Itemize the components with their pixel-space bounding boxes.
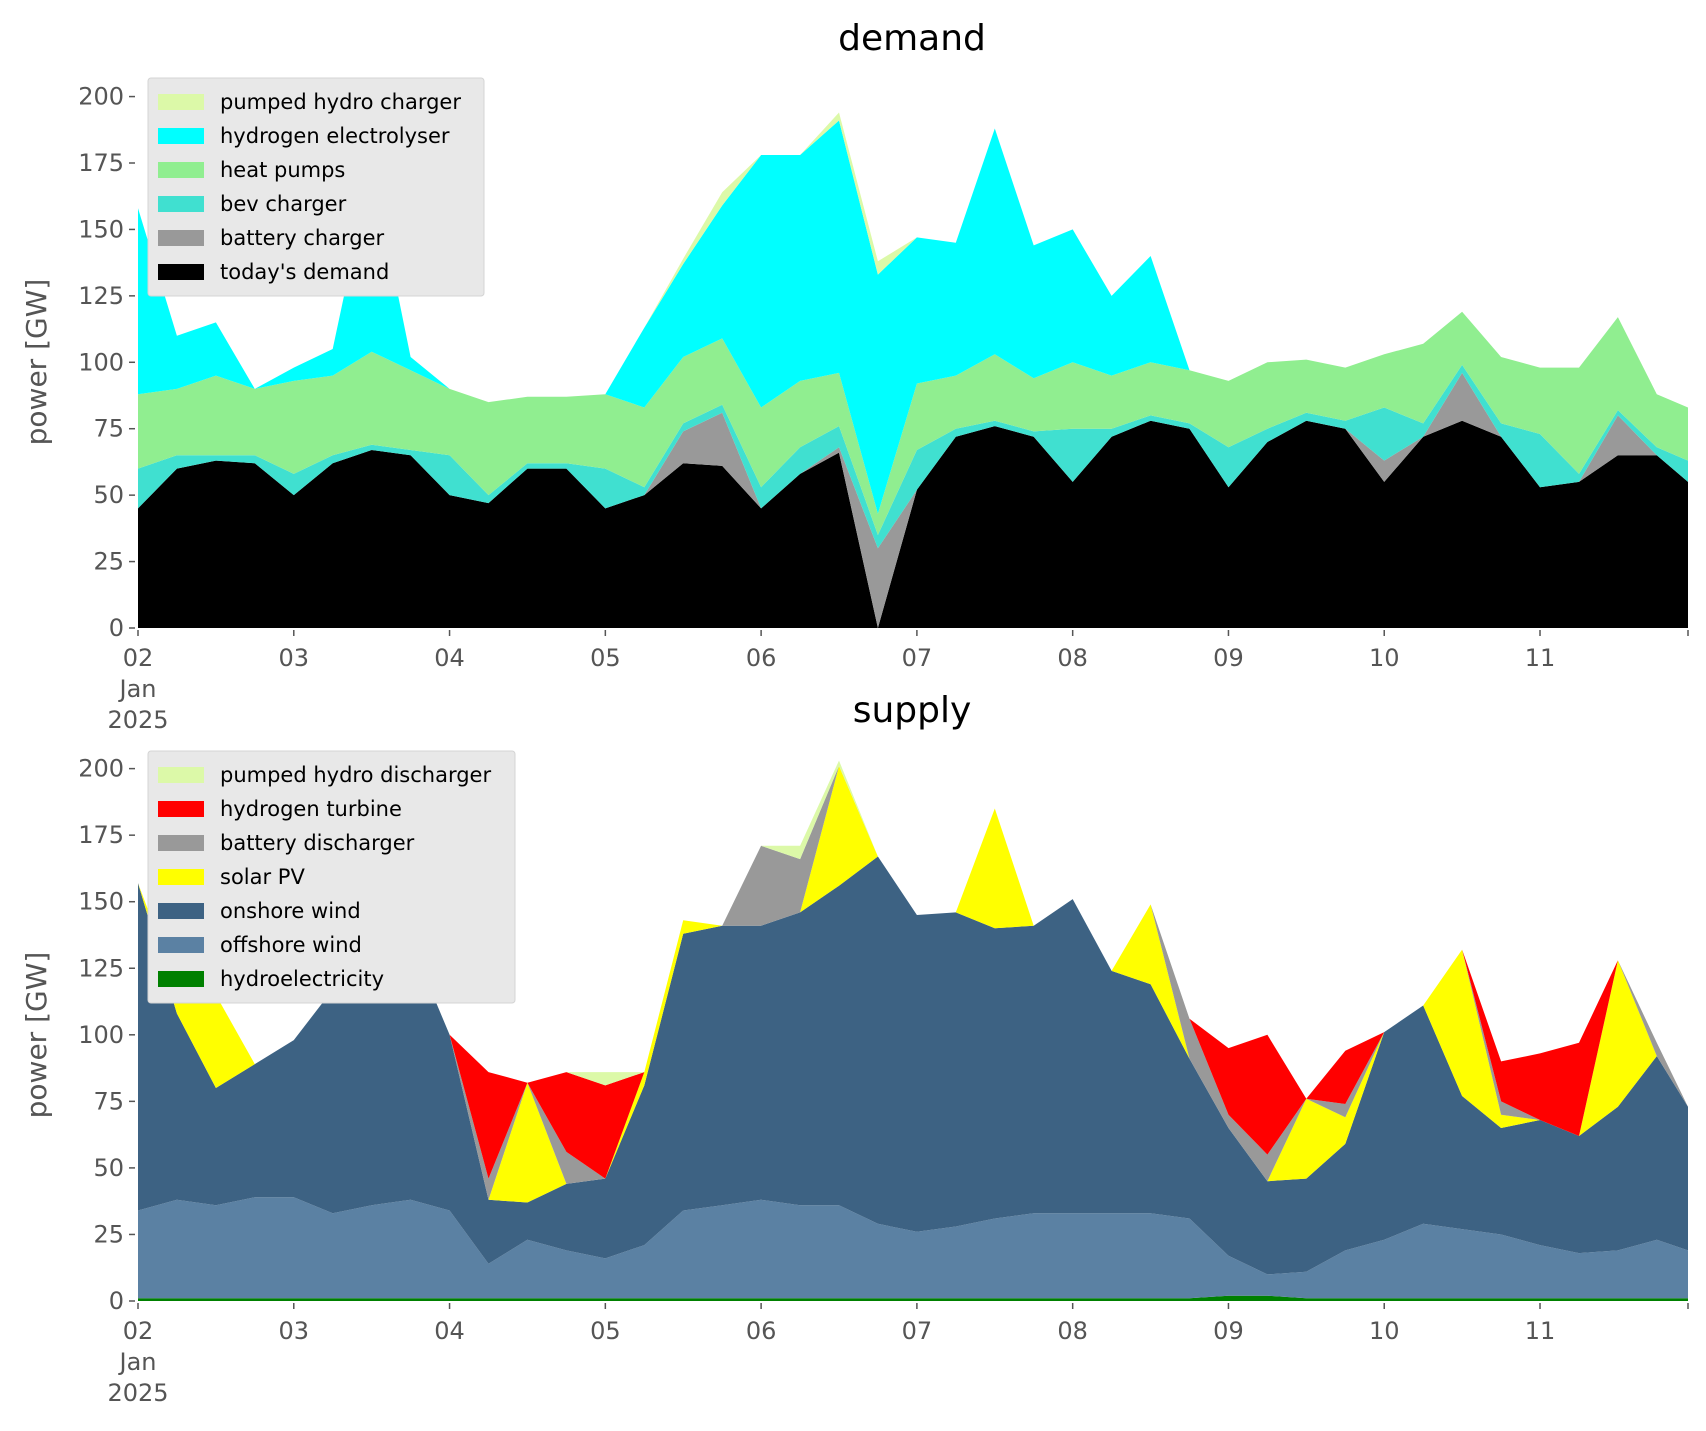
demand-y-tick-label: 200 (78, 83, 124, 111)
demand-legend: pumped hydro charger hydrogen electrolyse… (147, 77, 485, 297)
supply-y-tick-label: 150 (78, 888, 124, 916)
demand-legend-label-battery-charger: battery charger (220, 226, 385, 250)
demand-legend-swatch-hydrogen-electrolyser (158, 128, 204, 144)
supply-legend-label-hydrogen-turbine: hydrogen turbine (220, 797, 402, 821)
supply-legend-label-offshore-wind: offshore wind (220, 933, 362, 957)
demand-x-tick-label: 08 (1057, 644, 1088, 672)
demand-x-tick-label: 11 (1525, 644, 1556, 672)
demand-y-axis-label: power [GW] (20, 279, 53, 446)
demand-x-tick-label: 04 (434, 644, 465, 672)
demand-areas (138, 112, 1688, 628)
supply-x-tick-label: 04 (434, 1317, 465, 1345)
demand-y-tick-label: 0 (109, 614, 124, 642)
demand-legend-label-heat-pumps: heat pumps (220, 158, 345, 182)
supply-legend-swatch-hydroelectricity (158, 971, 204, 987)
demand-x-tick-label: 09 (1213, 644, 1244, 672)
demand-x-tick-label: 07 (902, 644, 933, 672)
supply-x-ticks: 02 Jan 2025 03 04 05 06 07 08 09 10 11 (107, 1303, 1689, 1407)
supply-area-onshore-wind (138, 856, 1688, 1275)
demand-legend-box (147, 77, 485, 297)
demand-chart: demand power [GW] 0 25 50 75 100 125 150 175 200… (20, 18, 1689, 734)
supply-area-hydroelectricity (138, 1295, 1688, 1301)
supply-legend-swatch-solar-pv (158, 869, 204, 885)
supply-legend-swatch-offshore-wind (158, 937, 204, 953)
demand-y-tick-label: 75 (93, 415, 124, 443)
demand-area-heat-pumps (138, 311, 1688, 535)
supply-legend-swatch-battery-discharger (158, 835, 204, 851)
demand-y-tick-label: 125 (78, 282, 124, 310)
demand-y-tick-label: 25 (93, 548, 124, 576)
supply-legend-label-onshore-wind: onshore wind (220, 899, 361, 923)
demand-legend-label-pumped-hydro-charger: pumped hydro charger (220, 90, 461, 114)
demand-y-tick-label: 50 (93, 481, 124, 509)
supply-legend-swatch-onshore-wind (158, 903, 204, 919)
demand-legend-swatch-battery-charger (158, 230, 204, 246)
supply-y-tick-label: 75 (93, 1087, 124, 1115)
supply-y-tick-label: 175 (78, 821, 124, 849)
demand-x-tick-label: 06 (746, 644, 777, 672)
demand-legend-swatch-today-s-demand (158, 264, 204, 280)
supply-area-solar-pv (138, 766, 1688, 1203)
demand-area-today-s-demand (138, 420, 1688, 628)
supply-x-tick-label: 10 (1369, 1317, 1400, 1345)
supply-y-tick-label: 25 (93, 1220, 124, 1248)
demand-y-ticks: 0 25 50 75 100 125 150 175 200 (78, 83, 135, 642)
supply-legend-swatch-hydrogen-turbine (158, 801, 204, 817)
demand-area-hydrogen-electrolyser (138, 120, 1688, 514)
demand-chart-title: demand (838, 18, 986, 59)
supply-x-tick-label: 08 (1057, 1317, 1088, 1345)
supply-chart: supply power [GW] 0 25 50 75 100 125 150 175 200… (20, 690, 1689, 1407)
demand-legend-label-hydrogen-electrolyser: hydrogen electrolyser (220, 124, 450, 148)
demand-y-tick-label: 150 (78, 215, 124, 243)
supply-y-tick-label: 125 (78, 954, 124, 982)
demand-legend-swatch-bev-charger (158, 196, 204, 212)
supply-areas (138, 760, 1688, 1301)
demand-x-tick-label: 10 (1369, 644, 1400, 672)
supply-x-tick-label: 06 (746, 1317, 777, 1345)
demand-x-tick-label: 03 (279, 644, 310, 672)
supply-x-tick-label: 05 (590, 1317, 621, 1345)
supply-legend-label-pumped-hydro-discharger: pumped hydro discharger (220, 763, 491, 787)
supply-x-tick-label: 09 (1213, 1317, 1244, 1345)
demand-x-tick-label: 02 (123, 644, 154, 672)
supply-x-tick-label: 2025 (107, 1379, 168, 1407)
demand-x-ticks: 02 Jan 2025 03 04 05 06 07 08 09 10 11 (107, 630, 1689, 734)
supply-legend-label-solar-pv: solar PV (220, 865, 305, 889)
demand-y-tick-label: 175 (78, 149, 124, 177)
demand-x-tick-label: 05 (590, 644, 621, 672)
demand-legend-swatch-pumped-hydro-charger (158, 94, 204, 110)
supply-y-axis-label: power [GW] (20, 952, 53, 1119)
demand-legend-label-today-s-demand: today's demand (220, 260, 389, 284)
demand-area-bev-charger (138, 364, 1688, 549)
supply-x-tick-label: 02 (123, 1317, 154, 1345)
supply-y-tick-label: 50 (93, 1154, 124, 1182)
demand-legend-label-bev-charger: bev charger (220, 192, 347, 216)
supply-y-ticks: 0 25 50 75 100 125 150 175 200 (78, 755, 135, 1315)
supply-legend: pumped hydro discharger hydrogen turbine b… (147, 750, 516, 1004)
supply-area-offshore-wind (138, 1197, 1688, 1299)
supply-chart-title: supply (853, 690, 972, 731)
supply-legend-swatch-pumped-hydro-discharger (158, 767, 204, 783)
demand-x-tick-label: 2025 (107, 706, 168, 734)
demand-area-battery-charger (138, 372, 1688, 628)
supply-x-tick-label: 03 (279, 1317, 310, 1345)
demand-legend-swatch-heat-pumps (158, 162, 204, 178)
supply-x-tick-label: 07 (902, 1317, 933, 1345)
supply-x-tick-label: 11 (1525, 1317, 1556, 1345)
supply-legend-label-hydroelectricity: hydroelectricity (220, 967, 384, 991)
demand-x-tick-label: Jan (118, 675, 157, 703)
supply-legend-box (147, 750, 516, 1004)
supply-legend-label-battery-discharger: battery discharger (220, 831, 415, 855)
supply-y-tick-label: 100 (78, 1021, 124, 1049)
demand-y-tick-label: 100 (78, 348, 124, 376)
supply-y-tick-label: 0 (109, 1287, 124, 1315)
supply-y-tick-label: 200 (78, 755, 124, 783)
supply-x-tick-label: Jan (118, 1348, 157, 1376)
